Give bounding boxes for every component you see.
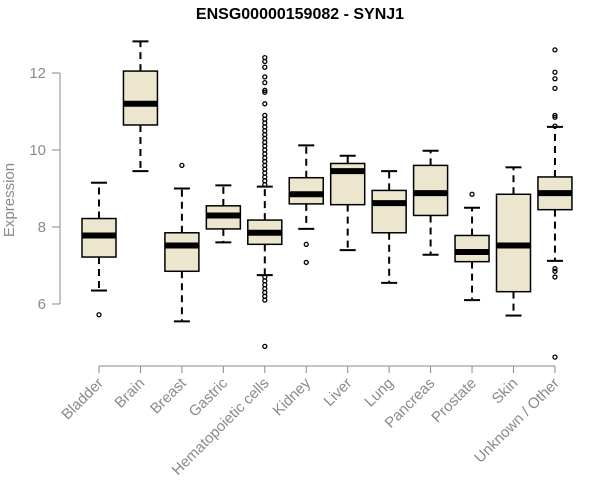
box-group <box>454 191 490 302</box>
outlier-point <box>552 47 558 53</box>
outlier-point <box>262 343 268 350</box>
box-group <box>288 144 324 266</box>
x-tick-label: Lung <box>361 375 397 411</box>
y-tick-label: 8 <box>38 219 46 236</box>
outlier-point <box>552 114 558 120</box>
outlier-point <box>552 69 558 75</box>
box-iqr <box>164 232 200 273</box>
y-axis-label: Expression <box>1 163 18 237</box>
x-tick-label: Brain <box>111 375 148 412</box>
x-tick-label: Breast <box>147 374 190 417</box>
outlier-point <box>179 162 185 169</box>
box-group <box>247 54 283 350</box>
outlier-point <box>552 112 558 118</box>
box-group <box>81 181 117 318</box>
outlier-point <box>262 89 268 95</box>
outlier-point <box>303 259 309 266</box>
box-group <box>371 170 407 284</box>
box-iqr <box>288 176 324 205</box>
box-group <box>412 149 449 256</box>
x-tick-label: Kidney <box>270 374 315 419</box>
box-group <box>122 40 159 173</box>
box-iqr <box>371 189 407 234</box>
outlier-point <box>552 274 558 280</box>
outlier-point <box>552 354 558 360</box>
x-tick-label: Prostate <box>428 375 480 427</box>
x-tick-label: Bladder <box>58 375 107 424</box>
outlier-point <box>552 268 558 274</box>
outlier-point <box>262 79 268 86</box>
y-tick-label: 6 <box>38 296 46 313</box>
outlier-point <box>262 74 268 80</box>
x-tick-label: Skin <box>489 375 522 408</box>
outlier-point <box>262 297 268 303</box>
outlier-point <box>262 101 268 107</box>
box-iqr <box>122 70 159 126</box>
outlier-point <box>262 64 268 70</box>
outlier-point <box>262 87 268 93</box>
chart-title: ENSG00000159082 - SYNJ1 <box>195 6 405 23</box>
outlier-point <box>303 241 309 247</box>
outlier-point <box>469 191 475 197</box>
outlier-point <box>262 181 268 188</box>
box-group <box>205 184 242 244</box>
box-iqr <box>454 234 490 263</box>
x-tick-label: Liver <box>321 375 356 410</box>
box-group <box>495 166 532 317</box>
y-tick-label: 12 <box>29 65 46 82</box>
outlier-point <box>552 76 558 82</box>
box-group <box>329 154 366 252</box>
y-tick-label: 10 <box>29 142 46 159</box>
box-group <box>164 162 200 323</box>
outlier-point <box>262 58 268 65</box>
outlier-point <box>552 85 558 92</box>
outlier-point <box>552 123 558 129</box>
outlier-point <box>552 265 558 272</box>
box-group <box>537 47 573 360</box>
outlier-point <box>96 312 102 318</box>
